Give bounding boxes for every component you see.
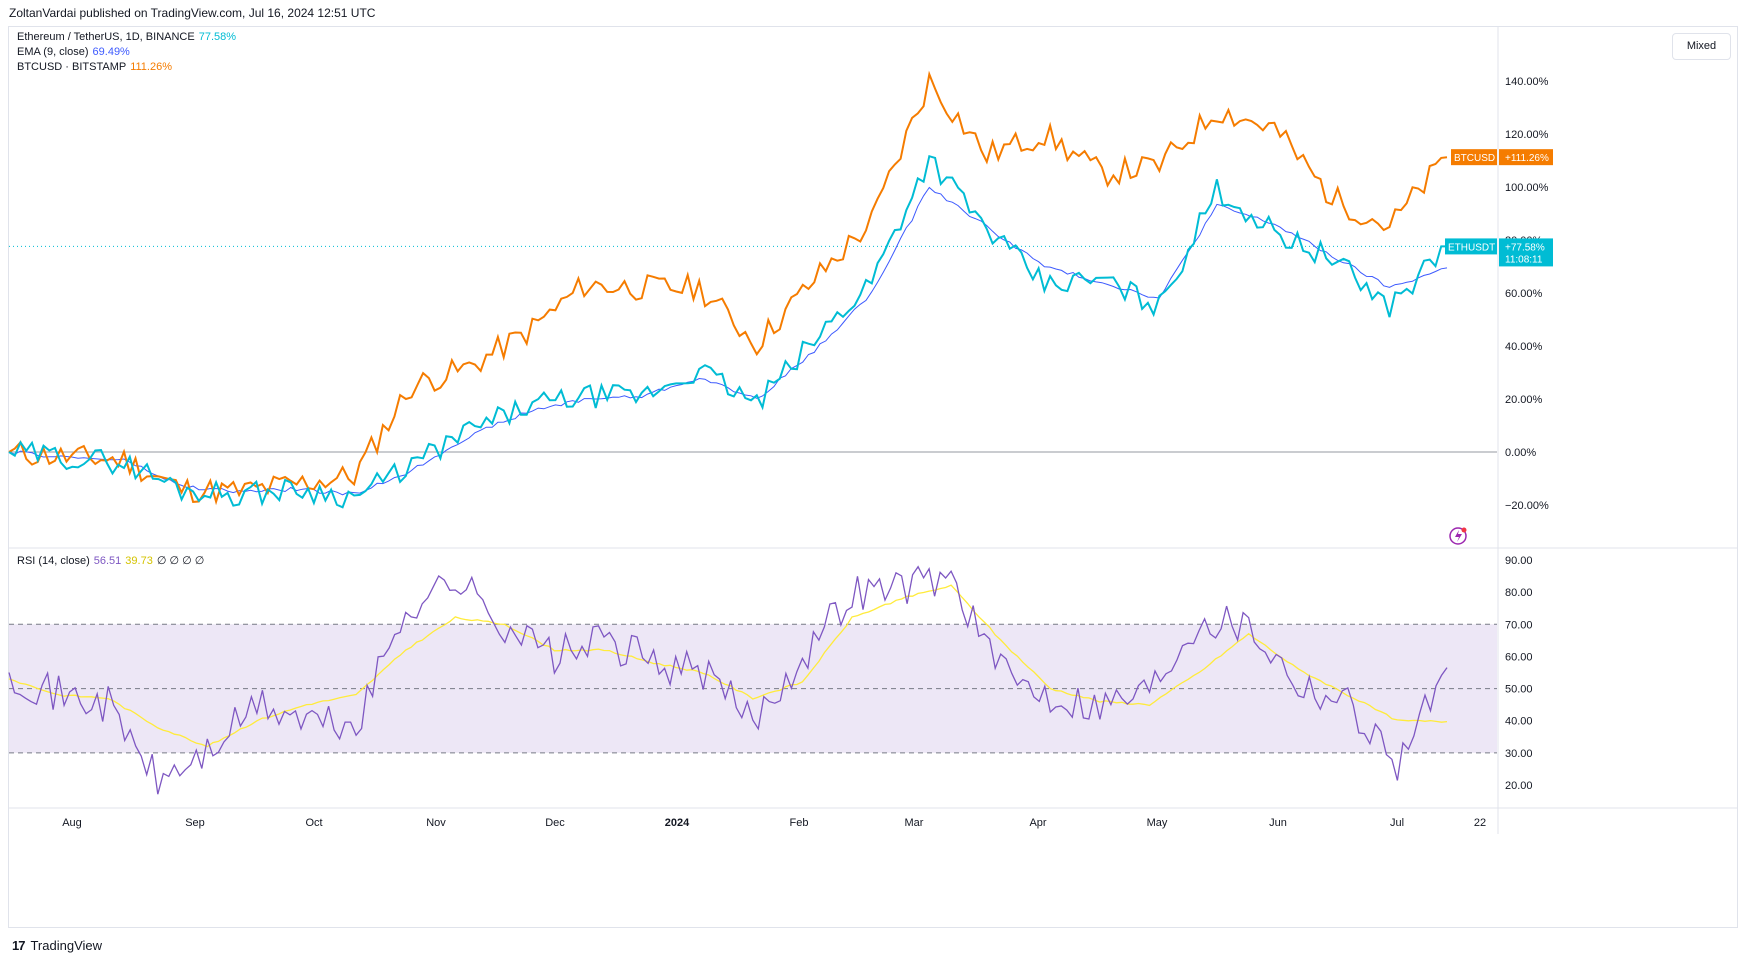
rsi-y-tick-label: 60.00 [1505, 651, 1533, 663]
legend-eth-value: 77.58% [198, 31, 237, 43]
btcusd-value-label: +111.26% [1505, 153, 1549, 164]
main-y-tick-label: 100.00% [1505, 182, 1549, 194]
legend-btc-value: 111.26% [130, 61, 172, 73]
main-y-tick-label: −20.00% [1505, 500, 1549, 512]
x-tick-label: 22 [1474, 817, 1486, 829]
btcusd-value-tag [1499, 149, 1553, 166]
tradingview-name: TradingView [30, 938, 103, 953]
x-tick-label: Mar [905, 817, 924, 829]
lightning-dot-icon [1461, 527, 1467, 533]
x-tick-label: Jun [1269, 817, 1287, 829]
legend-ema[interactable]: EMA (9, close) 69.49% [17, 45, 130, 60]
x-tick-label: 2024 [665, 817, 690, 829]
legend-eth[interactable]: Ethereum / TetherUS, 1D, BINANCE 77.58% [17, 30, 236, 45]
x-tick-label: Apr [1029, 817, 1046, 829]
btcusd-symbol-label: BTCUSD [1454, 153, 1495, 164]
main-y-tick-label: 140.00% [1505, 76, 1549, 88]
rsi-y-tick-label: 80.00 [1505, 587, 1533, 599]
legend-rsi-extras: ∅ ∅ ∅ ∅ [156, 555, 205, 567]
rsi-y-tick-label: 30.00 [1505, 748, 1533, 760]
x-tick-label: Jul [1390, 817, 1404, 829]
legend-rsi[interactable]: RSI (14, close) 56.51 39.73 ∅ ∅ ∅ ∅ [17, 554, 204, 569]
lightning-bolt-icon [1455, 530, 1462, 542]
ethusdt-line [8, 154, 1447, 509]
chart-frame [8, 26, 1738, 928]
legend-btc-label: BTCUSD · BITSTAMP [17, 61, 127, 73]
x-tick-label: Aug [62, 817, 82, 829]
lightning-icon [1449, 527, 1467, 545]
main-y-tick-label: 60.00% [1505, 288, 1543, 300]
legend-eth-label: Ethereum / TetherUS, 1D, BINANCE [17, 31, 195, 43]
rsi-y-tick-label: 70.00 [1505, 619, 1533, 631]
btcusd-symbol-tag [1451, 149, 1497, 166]
main-y-tick-label: 40.00% [1505, 341, 1543, 353]
legend-rsi-ma-value: 39.73 [125, 555, 153, 567]
legend-rsi-label: RSI (14, close) [17, 555, 90, 567]
rsi-y-tick-label: 50.00 [1505, 684, 1533, 696]
ethusdt-symbol-tag [1445, 238, 1497, 255]
ethusdt-symbol-label: ETHUSDT [1448, 242, 1495, 253]
ethusdt-countdown-label: 11:08:11 [1505, 254, 1543, 265]
legend-btc[interactable]: BTCUSD · BITSTAMP 111.26% [17, 60, 172, 75]
rsi-y-tick-label: 40.00 [1505, 716, 1533, 728]
rsi-ma-line [8, 584, 1448, 748]
tradingview-brand[interactable]: 17 TradingView [12, 938, 102, 953]
x-tick-label: May [1147, 817, 1168, 829]
x-tick-label: Nov [426, 817, 446, 829]
main-y-tick-label: 20.00% [1505, 394, 1543, 406]
rsi-line [8, 565, 1448, 795]
x-tick-label: Oct [305, 817, 322, 829]
x-tick-label: Sep [185, 817, 205, 829]
main-y-tick-label: 0.00% [1505, 447, 1536, 459]
legend-ema-value: 69.49% [92, 46, 130, 58]
rsi-y-tick-label: 20.00 [1505, 780, 1533, 792]
x-tick-label: Dec [545, 817, 565, 829]
rsi-y-tick-label: 90.00 [1505, 555, 1533, 567]
tradingview-logo-icon: 17 [12, 938, 26, 953]
ethusdt-value-tag [1499, 238, 1553, 267]
ethusdt-value-label: +77.58% [1505, 242, 1545, 253]
legend-rsi-value: 56.51 [93, 555, 122, 567]
main-y-tick-label: 120.00% [1505, 129, 1549, 141]
ema-line [8, 186, 1448, 496]
scale-mode-button[interactable]: Mixed [1672, 33, 1731, 60]
legend-ema-label: EMA (9, close) [17, 46, 89, 58]
btcusd-line [8, 70, 1448, 506]
x-tick-label: Feb [790, 817, 809, 829]
publisher-line: ZoltanVardai published on TradingView.co… [9, 6, 376, 20]
